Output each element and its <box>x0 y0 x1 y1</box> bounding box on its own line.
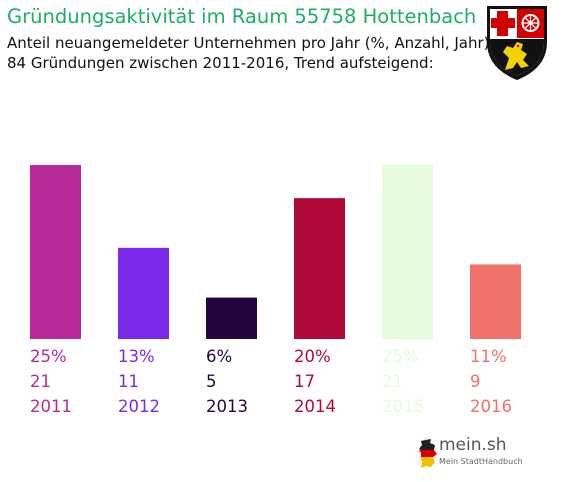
year-label-2016: 2016 <box>470 397 512 416</box>
bar-2011 <box>30 165 81 339</box>
percent-label-2016: 11% <box>470 347 507 366</box>
count-label-2012: 11 <box>118 372 139 391</box>
percent-label-2013: 6% <box>206 347 233 366</box>
germany-map-icon <box>419 438 437 468</box>
year-label-2014: 2014 <box>294 397 336 416</box>
bar-2014 <box>294 198 345 339</box>
percent-label-2012: 13% <box>118 347 155 366</box>
logo-tagline: Mein StadtHandbuch <box>439 457 523 466</box>
bar-2016 <box>470 264 521 339</box>
count-label-2015: 21 <box>382 372 403 391</box>
percent-label-2015: 25% <box>382 347 419 366</box>
percent-label-2014: 20% <box>294 347 331 366</box>
count-label-2013: 5 <box>206 372 217 391</box>
bar-2012 <box>118 247 169 339</box>
rheinland-pfalz-coat-of-arms-icon <box>487 6 547 80</box>
bar-2015 <box>382 165 433 339</box>
count-label-2014: 17 <box>294 372 315 391</box>
year-label-2013: 2013 <box>206 397 248 416</box>
logo-name: mein.sh <box>439 435 507 455</box>
bar-2013 <box>206 297 257 339</box>
year-label-2012: 2012 <box>118 397 160 416</box>
year-label-2011: 2011 <box>30 397 72 416</box>
chart-subtitle: Anteil neuangemeldeter Unternehmen pro J… <box>7 34 490 52</box>
year-label-2015: 2015 <box>382 397 424 416</box>
count-label-2011: 21 <box>30 372 51 391</box>
chart-summary: 84 Gründungen zwischen 2011-2016, Trend … <box>7 54 434 72</box>
brand-logo[interactable]: mein.sh Mein StadtHandbuch <box>417 435 557 475</box>
chart-title: Gründungsaktivität im Raum 55758 Hottenb… <box>7 5 477 28</box>
count-label-2016: 9 <box>470 372 481 391</box>
percent-label-2011: 25% <box>30 347 67 366</box>
